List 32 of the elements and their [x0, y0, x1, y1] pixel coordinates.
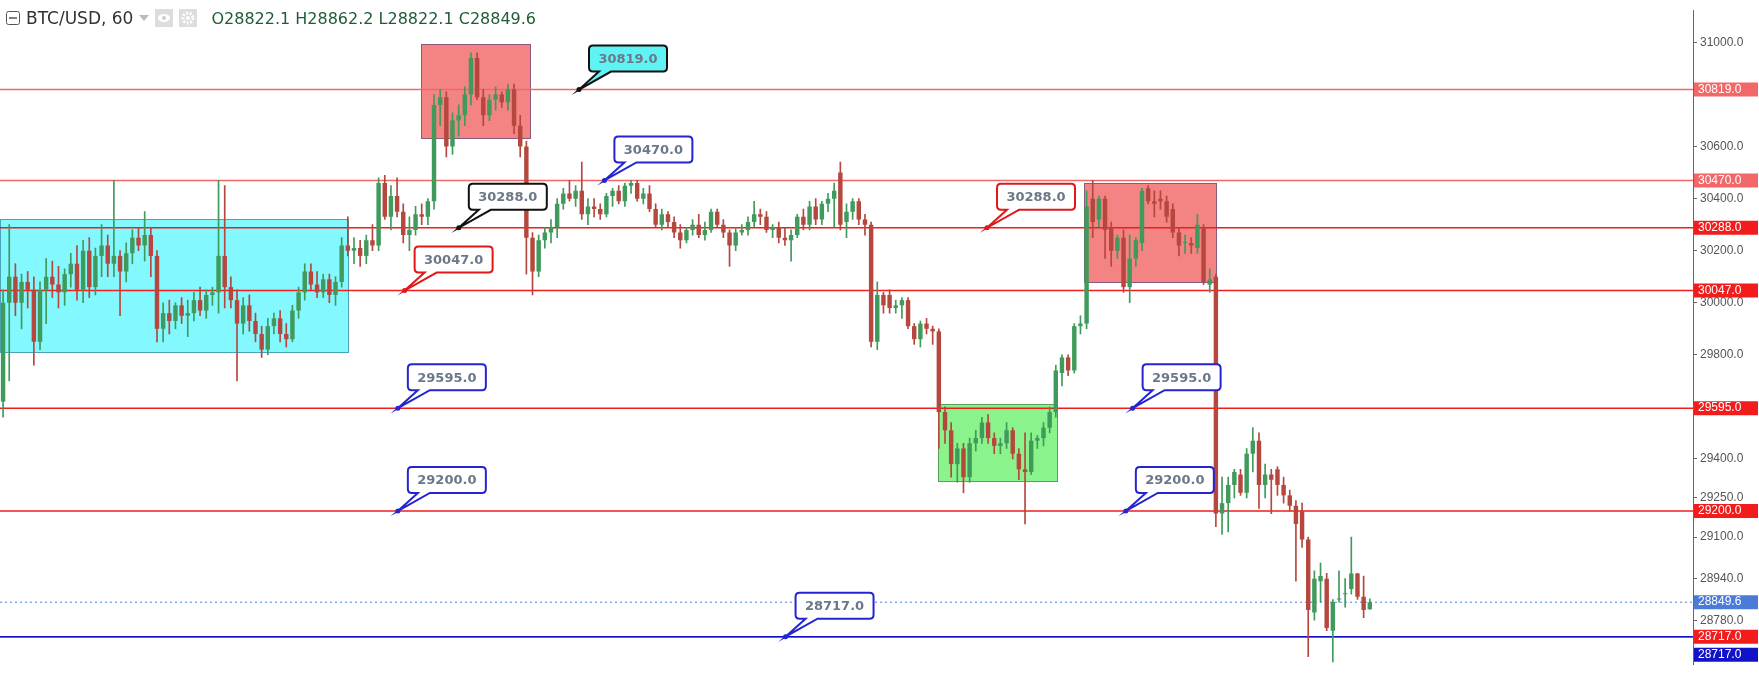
y-tick-label: 28940.0 — [1700, 570, 1744, 585]
annotation: 28717.0 — [804, 598, 865, 614]
annotation: 30819.0 — [598, 50, 658, 66]
chart-subtitle: O28822.1 H28862.2 L28822.1 C28849.6 — [211, 8, 537, 28]
ref-line-label: 30047.0 — [1698, 282, 1742, 297]
y-tick-label: 29400.0 — [1700, 451, 1744, 466]
annotation: 30288.0 — [478, 189, 538, 205]
ref-line-label: 30288.0 — [1698, 220, 1742, 235]
y-tick-label: 28780.0 — [1700, 612, 1744, 627]
y-tick-label: 29100.0 — [1700, 529, 1744, 544]
ref-line-label: 30819.0 — [1698, 81, 1742, 96]
ref-line-label: 28717.0 — [1698, 629, 1742, 643]
annotation: 30288.0 — [1006, 189, 1066, 205]
ref-line-label: 28717.0 — [1698, 647, 1742, 661]
annotation: 29200.0 — [417, 472, 477, 488]
y-tick-label: 31000.0 — [1700, 34, 1744, 49]
annotation: 29595.0 — [417, 369, 477, 385]
y-tick-label: 29800.0 — [1700, 347, 1744, 362]
y-tick-label: 30400.0 — [1700, 190, 1744, 205]
ref-line-label: 28849.6 — [1698, 594, 1742, 609]
ref-line-label: 29595.0 — [1698, 400, 1742, 415]
annotation: 29595.0 — [1152, 369, 1212, 385]
ref-line-label: 29200.0 — [1698, 503, 1742, 518]
annotation: 30047.0 — [424, 251, 484, 267]
chart-title: BTC/USD, 60 — [26, 8, 134, 28]
y-tick-label: 30600.0 — [1700, 138, 1744, 153]
annotation: 30470.0 — [623, 141, 684, 157]
y-tick-label: 29250.0 — [1700, 490, 1744, 505]
y-tick-label: 30000.0 — [1700, 295, 1744, 310]
ref-line-label: 30470.0 — [1698, 172, 1742, 187]
annotation: 29200.0 — [1145, 472, 1205, 488]
y-tick-label: 30200.0 — [1700, 243, 1744, 258]
